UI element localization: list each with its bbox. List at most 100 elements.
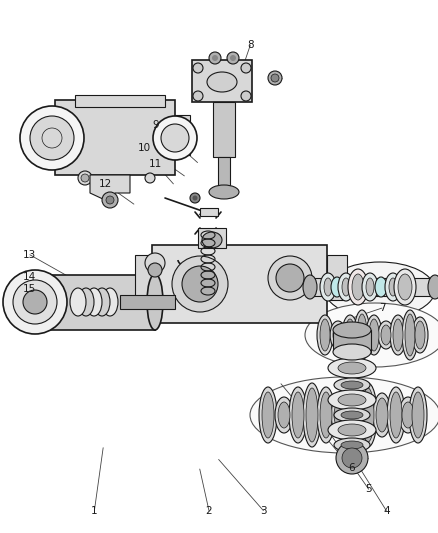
Ellipse shape (147, 274, 162, 330)
Bar (120, 295, 175, 309)
Ellipse shape (347, 392, 359, 438)
Ellipse shape (274, 397, 292, 433)
Ellipse shape (70, 288, 86, 316)
Ellipse shape (319, 273, 335, 301)
Ellipse shape (327, 390, 375, 410)
Ellipse shape (361, 273, 377, 301)
Ellipse shape (408, 387, 426, 443)
Circle shape (193, 63, 202, 73)
Circle shape (226, 52, 238, 64)
Ellipse shape (344, 319, 354, 351)
Bar (218, 157, 230, 192)
Ellipse shape (323, 278, 331, 296)
Ellipse shape (372, 393, 390, 437)
Ellipse shape (78, 288, 94, 316)
Circle shape (276, 264, 303, 292)
Ellipse shape (305, 388, 317, 442)
Bar (152, 245, 326, 323)
Ellipse shape (401, 310, 417, 360)
Ellipse shape (358, 383, 376, 447)
Ellipse shape (94, 288, 110, 316)
Circle shape (145, 173, 155, 183)
Circle shape (193, 91, 202, 101)
Ellipse shape (337, 362, 365, 374)
Bar (40, 275, 155, 330)
Ellipse shape (351, 274, 363, 300)
Ellipse shape (401, 402, 413, 428)
Polygon shape (40, 115, 55, 160)
Circle shape (81, 174, 89, 182)
Ellipse shape (398, 397, 416, 433)
Ellipse shape (411, 392, 423, 438)
Ellipse shape (291, 392, 303, 438)
Ellipse shape (258, 387, 276, 443)
Ellipse shape (324, 262, 434, 318)
Text: 2: 2 (205, 506, 212, 515)
Ellipse shape (389, 315, 405, 355)
Ellipse shape (207, 72, 237, 92)
Ellipse shape (208, 185, 238, 199)
Bar (60, 103, 170, 171)
Ellipse shape (302, 275, 316, 299)
Bar (198, 228, 226, 248)
Polygon shape (175, 115, 190, 155)
Ellipse shape (319, 319, 329, 351)
Ellipse shape (389, 392, 401, 438)
Circle shape (267, 71, 281, 85)
Ellipse shape (333, 378, 369, 392)
Ellipse shape (341, 315, 357, 355)
Circle shape (145, 253, 165, 273)
Ellipse shape (288, 387, 306, 443)
Ellipse shape (333, 408, 369, 422)
Ellipse shape (384, 273, 400, 301)
Ellipse shape (344, 387, 362, 443)
Circle shape (335, 442, 367, 474)
Text: 3: 3 (259, 506, 266, 515)
Ellipse shape (368, 319, 378, 351)
Ellipse shape (329, 321, 345, 349)
Ellipse shape (327, 420, 375, 440)
Ellipse shape (327, 358, 375, 378)
Text: 1: 1 (91, 506, 98, 515)
Ellipse shape (302, 383, 320, 447)
Circle shape (23, 290, 47, 314)
Circle shape (106, 196, 114, 204)
Ellipse shape (102, 288, 118, 316)
Ellipse shape (340, 381, 362, 389)
Circle shape (270, 74, 279, 82)
Circle shape (78, 171, 92, 185)
Circle shape (240, 91, 251, 101)
Circle shape (13, 280, 57, 324)
Text: 5: 5 (364, 484, 371, 494)
Bar (135, 255, 155, 300)
Ellipse shape (361, 388, 373, 442)
Ellipse shape (411, 317, 427, 353)
Ellipse shape (337, 394, 365, 406)
Circle shape (3, 270, 67, 334)
Circle shape (230, 55, 236, 61)
Ellipse shape (393, 269, 415, 305)
Text: 4: 4 (382, 506, 389, 515)
Ellipse shape (356, 314, 366, 356)
Text: 11: 11 (149, 159, 162, 169)
Circle shape (192, 196, 197, 200)
Ellipse shape (201, 232, 222, 248)
Ellipse shape (392, 319, 402, 351)
Ellipse shape (319, 392, 331, 438)
Circle shape (212, 55, 218, 61)
Ellipse shape (414, 321, 424, 349)
Circle shape (267, 256, 311, 300)
Ellipse shape (332, 325, 342, 345)
Text: 14: 14 (23, 272, 36, 282)
Ellipse shape (316, 315, 332, 355)
Ellipse shape (249, 377, 438, 453)
Text: 10: 10 (138, 143, 151, 153)
Bar (309, 278, 434, 296)
Ellipse shape (380, 325, 390, 345)
Ellipse shape (386, 387, 404, 443)
Ellipse shape (374, 277, 386, 297)
Ellipse shape (340, 441, 362, 449)
Ellipse shape (397, 274, 411, 300)
Ellipse shape (333, 402, 345, 428)
Bar (332, 330, 370, 352)
